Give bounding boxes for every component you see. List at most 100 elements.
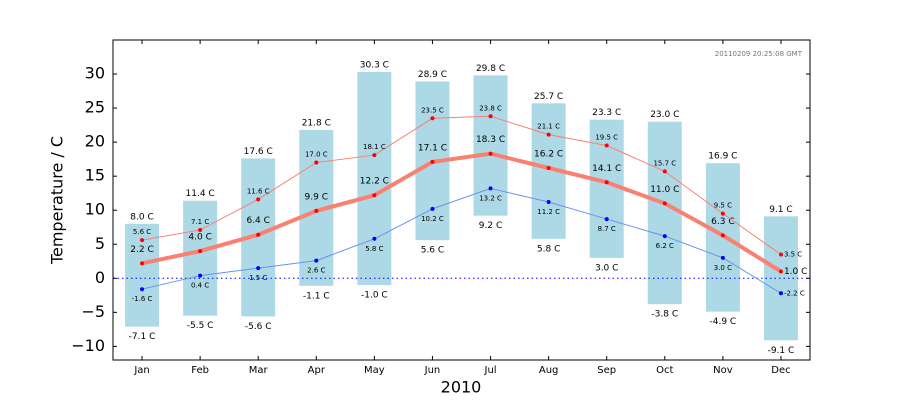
point-label: 18.1 C <box>363 143 386 151</box>
point <box>778 269 783 274</box>
x-tick-label: May <box>364 365 385 376</box>
point <box>430 159 435 164</box>
point <box>604 180 609 185</box>
point <box>662 201 667 206</box>
point-label: 5.6 C <box>133 228 151 236</box>
bar-low-label: -1.0 C <box>361 291 388 301</box>
point <box>198 273 203 278</box>
point-label: 9.9 C <box>305 192 328 202</box>
point-label: 2.2 C <box>130 245 153 255</box>
x-tick-label: Jun <box>424 365 441 376</box>
bar-low-label: -4.9 C <box>710 317 737 327</box>
bar-low-label: 9.2 C <box>479 221 502 231</box>
point-label: 21.1 C <box>537 123 560 131</box>
x-axis-label: 2010 <box>441 378 482 397</box>
point <box>140 261 145 266</box>
point-label: 1.5 C <box>249 274 267 282</box>
point-label: 23.8 C <box>479 104 502 112</box>
point-label: 8.7 C <box>598 225 616 233</box>
x-tick-label: Apr <box>308 365 326 376</box>
bar-high-label: 23.3 C <box>592 108 621 118</box>
point-label: 11.6 C <box>247 187 270 195</box>
point <box>430 206 435 211</box>
point-label: 10.2 C <box>421 215 444 223</box>
y-tick-label: 20 <box>85 132 105 151</box>
bar-low-label: 5.6 C <box>421 246 444 256</box>
y-tick-label: −5 <box>81 302 105 321</box>
bar-high-label: 25.7 C <box>534 92 563 102</box>
point <box>720 255 725 260</box>
bar-low-label: -1.1 C <box>303 291 330 301</box>
range-bar <box>183 200 218 316</box>
point <box>198 249 203 254</box>
y-tick-label: 30 <box>85 64 105 83</box>
x-tick-label: Oct <box>656 365 673 376</box>
x-tick-label: Nov <box>713 365 733 376</box>
point <box>140 238 145 243</box>
point <box>778 252 783 257</box>
x-tick-label: Aug <box>539 365 559 376</box>
bar-high-label: 9.1 C <box>769 205 792 215</box>
bar-high-label: 8.0 C <box>130 212 153 222</box>
point-label: 11.0 C <box>650 185 679 195</box>
range-bar <box>589 119 624 258</box>
point-label: 19.5 C <box>595 134 618 142</box>
point <box>140 287 145 292</box>
point-label: 6.4 C <box>246 216 269 226</box>
point <box>546 166 551 170</box>
point-label: 14.1 C <box>592 164 621 174</box>
point-label: -1.6 C <box>132 295 153 303</box>
bar-low-label: -3.8 C <box>651 310 678 320</box>
y-tick-label: −10 <box>71 336 105 355</box>
point <box>546 132 551 137</box>
plot-frame <box>112 39 811 361</box>
point <box>488 114 493 119</box>
point-label: 6.2 C <box>656 242 674 250</box>
point-label: 7.1 C <box>191 218 209 226</box>
point-label: 13.2 C <box>479 194 502 202</box>
bar-low-label: 3.0 C <box>595 263 618 273</box>
point <box>256 232 261 237</box>
y-tick-label: 5 <box>95 234 105 253</box>
point-label: 9.5 C <box>714 202 732 210</box>
x-tick-label: Dec <box>771 365 790 376</box>
x-tick-label: Mar <box>249 365 269 376</box>
bar-low-label: -9.1 C <box>768 346 795 356</box>
point-label: 5.8 C <box>365 245 383 253</box>
point <box>778 291 783 296</box>
bar-high-label: 21.8 C <box>302 118 331 128</box>
point-label: -2.2 C <box>784 289 805 297</box>
bar-high-label: 17.6 C <box>244 147 273 157</box>
series-line <box>141 187 782 294</box>
range-bar <box>357 72 392 286</box>
bar-high-label: 23.0 C <box>650 110 679 120</box>
point <box>314 160 319 165</box>
y-tick-label: 15 <box>85 166 105 185</box>
range-bar <box>763 216 798 341</box>
range-bar <box>647 121 682 305</box>
x-tick-label: Feb <box>191 365 209 376</box>
point <box>430 116 435 121</box>
bar-high-label: 28.9 C <box>418 70 447 80</box>
point-label: 23.5 C <box>421 106 444 114</box>
bar-low-label: -7.1 C <box>129 332 156 342</box>
bar-low-label: -5.6 C <box>245 322 272 332</box>
point <box>604 143 609 148</box>
point <box>314 258 319 263</box>
y-tick-label: 25 <box>85 98 105 117</box>
point-label: 16.2 C <box>534 150 563 160</box>
point-label: 0.4 C <box>191 282 209 290</box>
point <box>256 266 261 271</box>
point-label: 17.0 C <box>305 151 328 159</box>
point-label: 18.3 C <box>476 135 505 145</box>
point <box>198 227 203 232</box>
point <box>662 234 667 239</box>
bar-low-label: 5.8 C <box>537 244 560 254</box>
point-label: 11.2 C <box>537 208 560 216</box>
point <box>720 233 725 238</box>
point <box>314 208 319 213</box>
x-tick-label: Jul <box>484 365 497 376</box>
point <box>546 200 551 205</box>
point <box>488 151 493 156</box>
point <box>256 197 261 202</box>
